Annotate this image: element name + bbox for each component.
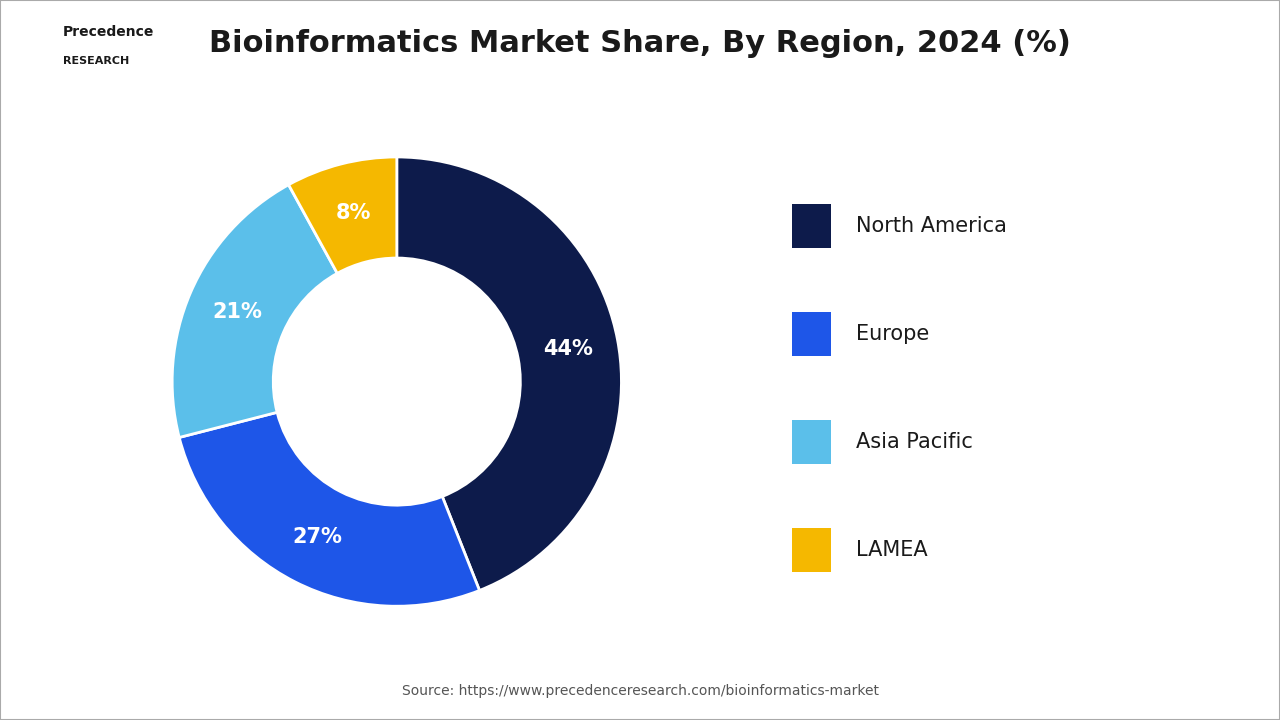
Text: Europe: Europe bbox=[855, 324, 929, 344]
FancyBboxPatch shape bbox=[792, 420, 831, 464]
Text: Precedence: Precedence bbox=[63, 25, 154, 40]
Wedge shape bbox=[397, 157, 621, 590]
FancyBboxPatch shape bbox=[792, 204, 831, 248]
Text: 44%: 44% bbox=[543, 339, 593, 359]
Text: Source: https://www.precedenceresearch.com/bioinformatics-market: Source: https://www.precedenceresearch.c… bbox=[402, 684, 878, 698]
FancyBboxPatch shape bbox=[792, 312, 831, 356]
Wedge shape bbox=[173, 185, 337, 438]
Text: 27%: 27% bbox=[293, 527, 343, 546]
Text: RESEARCH: RESEARCH bbox=[63, 56, 129, 66]
Wedge shape bbox=[179, 413, 480, 606]
Text: LAMEA: LAMEA bbox=[855, 540, 927, 560]
Text: Asia Pacific: Asia Pacific bbox=[855, 432, 973, 452]
Text: 21%: 21% bbox=[212, 302, 262, 323]
Text: North America: North America bbox=[855, 216, 1006, 236]
Text: 8%: 8% bbox=[335, 203, 371, 223]
Wedge shape bbox=[288, 157, 397, 274]
Text: Bioinformatics Market Share, By Region, 2024 (%): Bioinformatics Market Share, By Region, … bbox=[209, 29, 1071, 58]
FancyBboxPatch shape bbox=[792, 528, 831, 572]
